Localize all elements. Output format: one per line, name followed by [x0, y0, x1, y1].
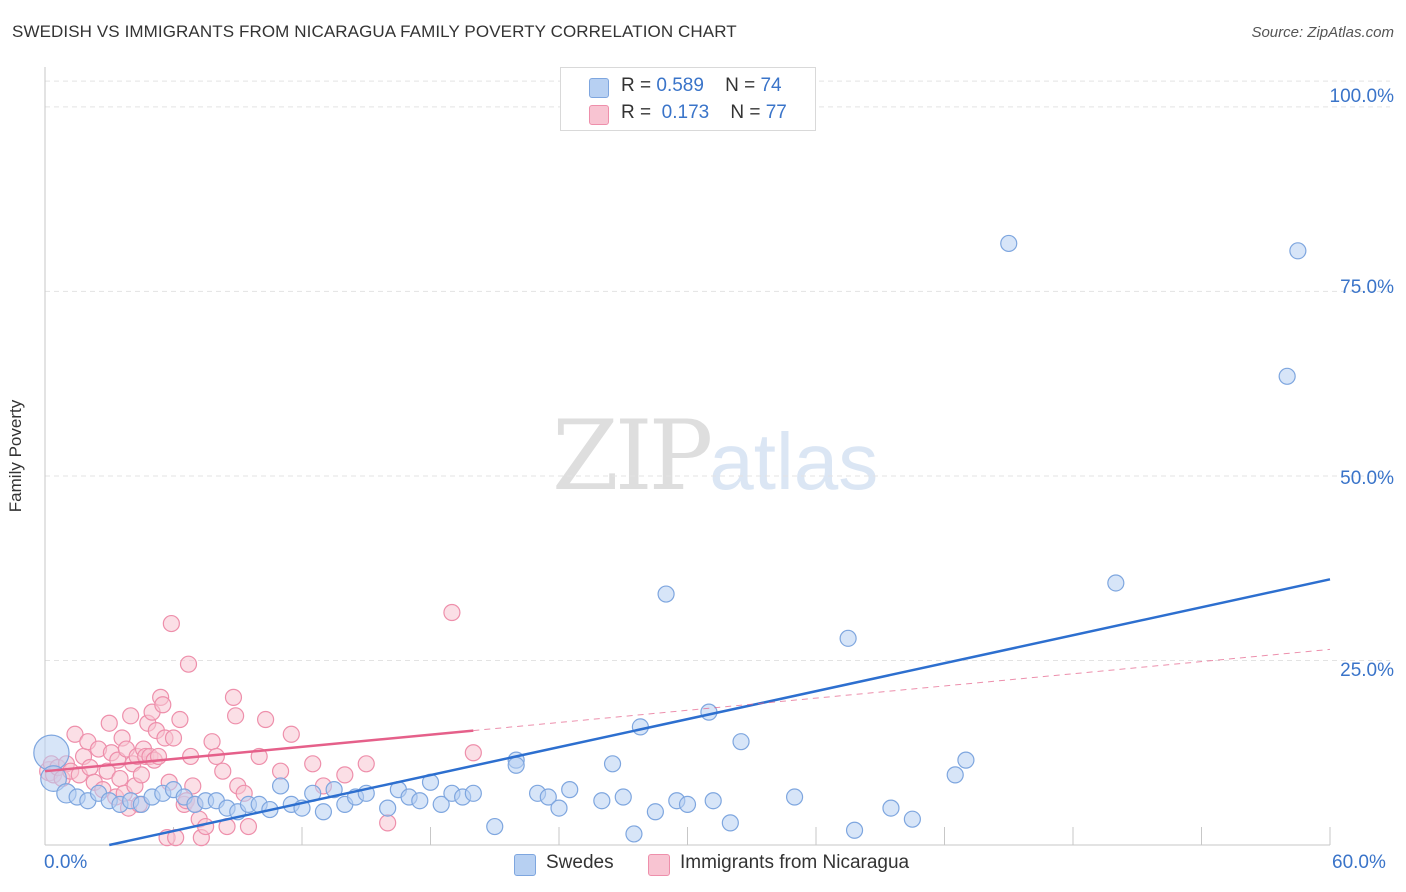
swedes-point — [732, 733, 750, 751]
n-label: N = — [730, 102, 761, 123]
nicaragua-trend-line — [44, 729, 474, 773]
series-legend: Swedes Immigrants from Nicaragua — [0, 852, 1406, 878]
nicaragua-trend-extension — [473, 648, 1331, 732]
swedes-point — [678, 795, 697, 814]
swedes-point — [946, 766, 964, 784]
swedes-point — [957, 751, 975, 769]
swedes-point — [593, 792, 611, 810]
n-value-swedes: 74 — [760, 75, 782, 96]
swedes-point — [845, 821, 864, 839]
swedes-point — [721, 814, 739, 832]
nicaragua-point — [162, 614, 180, 633]
nicaragua-point — [197, 817, 215, 836]
swedes-point — [882, 799, 900, 817]
swedes-point — [657, 585, 675, 603]
nicaragua-legend-swatch — [648, 854, 670, 876]
swedes-point — [271, 777, 290, 795]
nicaragua-point — [122, 707, 140, 725]
swedes-point — [507, 756, 525, 774]
correlation-legend: R = 0.589 N = 74 R = 0.173 N = 77 — [560, 67, 816, 131]
nicaragua-point — [304, 755, 322, 773]
nicaragua-point — [357, 755, 375, 773]
swedes-point — [1107, 574, 1125, 592]
nicaragua-point — [214, 762, 232, 780]
x-tick-label-min: 0.0% — [44, 852, 88, 873]
r-value-nicaragua: 0.173 — [661, 102, 710, 123]
nicaragua-point — [203, 733, 221, 751]
nicaragua-point — [227, 707, 245, 725]
nicaragua-point — [464, 744, 482, 762]
swedes-point — [646, 803, 664, 821]
nicaragua-point — [111, 769, 129, 788]
swedes-point — [464, 784, 482, 802]
r-value-swedes: 0.589 — [656, 75, 704, 96]
swedes-point — [1000, 234, 1018, 253]
swedes-point — [704, 792, 722, 810]
legend-label-swedes: Swedes — [546, 852, 614, 873]
chart-title: SWEDISH VS IMMIGRANTS FROM NICARAGUA FAM… — [12, 22, 737, 41]
legend-text-swedes: R = 0.589 N = 74 — [621, 75, 782, 97]
y-tick-label-100: 100.0% — [1329, 86, 1394, 107]
r-label: R = — [621, 75, 652, 96]
nicaragua-point — [271, 762, 290, 780]
swedes-point — [1278, 367, 1296, 385]
swedes-point — [839, 629, 857, 647]
nicaragua-point — [100, 714, 118, 732]
nicaragua-point — [256, 710, 275, 729]
swedes-point — [550, 799, 568, 817]
swedes-point — [432, 795, 450, 814]
swedes-point — [561, 781, 579, 799]
legend-label-nicaragua: Immigrants from Nicaragua — [680, 852, 910, 873]
swedes-point — [314, 803, 333, 821]
swedes-point — [1289, 242, 1307, 260]
source-label: Source: ZipAtlas.com — [1251, 24, 1394, 41]
r-label: R = — [621, 102, 652, 123]
nicaragua-point — [443, 603, 461, 622]
legend-text-nicaragua: R = 0.173 N = 77 — [621, 102, 787, 124]
nicaragua-swatch — [589, 105, 609, 125]
nicaragua-point — [282, 725, 300, 743]
swedes-point — [539, 788, 557, 806]
swedes-point — [325, 781, 343, 799]
y-tick-label-25: 25.0% — [1340, 660, 1394, 681]
swedes-trend-line — [108, 578, 1331, 847]
swedes-point — [486, 817, 504, 836]
swedes-point — [603, 755, 622, 773]
y-tick-label-75: 75.0% — [1340, 277, 1394, 298]
swedes-legend-swatch — [514, 854, 536, 876]
nicaragua-point — [171, 710, 189, 729]
n-label: N = — [725, 75, 756, 96]
y-tick-label-50: 50.0% — [1340, 468, 1394, 489]
swedes-point — [625, 825, 643, 843]
nicaragua-point — [224, 688, 243, 706]
nicaragua-point — [239, 817, 258, 836]
nicaragua-point — [154, 696, 172, 714]
n-value-nicaragua: 77 — [765, 102, 787, 123]
swedes-point — [33, 734, 70, 771]
nicaragua-point — [336, 766, 354, 784]
swedes-point — [785, 788, 804, 806]
nicaragua-point — [179, 655, 198, 673]
swedes-point — [379, 799, 397, 817]
swedes-swatch — [589, 78, 609, 98]
nicaragua-point — [379, 814, 397, 832]
swedes-point — [614, 788, 632, 806]
y-axis-label: Family Poverty — [6, 399, 25, 513]
nicaragua-point — [132, 766, 150, 784]
nicaragua-point — [66, 725, 84, 743]
nicaragua-point — [98, 762, 116, 780]
swedes-point — [411, 792, 429, 810]
swedes-point — [903, 810, 921, 828]
nicaragua-point — [164, 729, 183, 747]
x-tick-label-max: 60.0% — [1332, 852, 1386, 873]
